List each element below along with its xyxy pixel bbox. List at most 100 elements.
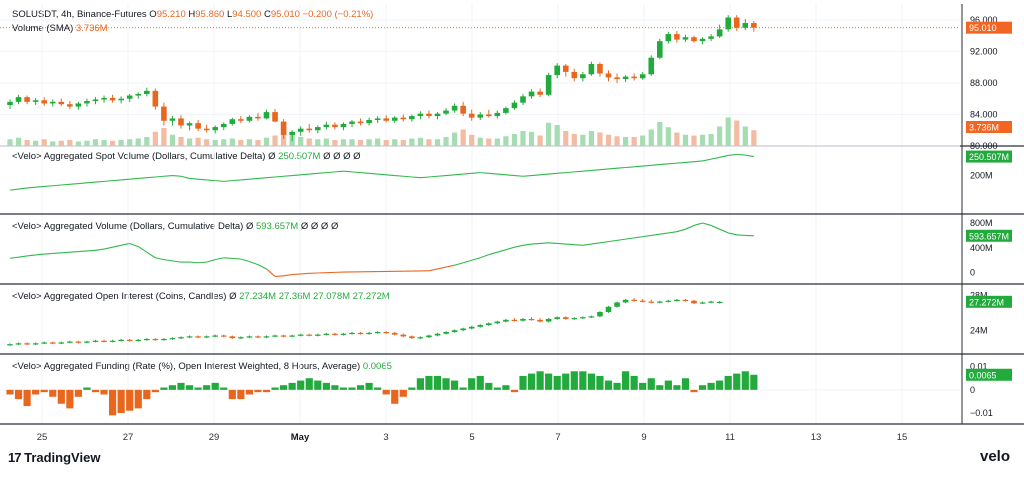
funding-bar [579,371,587,390]
spot-volume-line-segment [676,161,686,164]
volume-bar [212,140,218,146]
oi-candle-body [366,332,372,335]
spot-volume-line-segment [104,180,113,182]
tradingview-logo[interactable]: 17 TradingView [8,450,100,465]
volume-delta-line-segment [454,262,464,266]
candle-body [58,101,65,105]
volume-delta-line-segment [95,248,105,251]
volume-delta-line-segment [557,242,566,245]
funding-title[interactable]: <Velo> Aggregated Funding (Rate (%), Ope… [12,361,361,372]
candle-body [306,128,313,131]
volume-bar [751,130,757,146]
volume-bar [127,139,133,146]
funding-bar [698,385,707,390]
price-legend: SOLUSDT, 4h, Binance-Futures O95.210 H95… [12,9,374,20]
volume-bar [563,131,569,146]
volume-bar [400,140,406,146]
oi-candle-body [272,335,278,337]
volume-bar [323,138,329,146]
volume-delta-line-segment [266,268,276,277]
candle-body [75,103,82,107]
oi-candle-body [49,342,56,344]
funding-bar [280,385,288,390]
volume-delta-line-segment [540,242,549,245]
oi-candle-body [161,338,167,341]
volume-bar [92,139,99,146]
volume-delta-line-segment [249,260,259,266]
volume-delta-line-segment [676,228,686,233]
volume-delta-value: 593.657M [255,221,299,232]
candle-body [460,105,466,114]
volume-bar [640,135,646,146]
oi-candle-body [332,333,338,335]
candle-body [135,93,142,96]
candle-body [639,74,646,79]
x-tick-label: 3 [383,432,388,443]
candle-body [725,17,731,30]
oi-candle-body [340,333,347,335]
oi-candle-body [665,300,672,302]
oi-low: 27.078M [313,291,351,302]
volume-delta-line-segment [206,259,216,263]
open-interest-title[interactable]: <Velo> Aggregated Open Interest (Coins, … [12,291,227,302]
volume-bar [67,140,73,146]
oi-candle-body [280,335,287,337]
volume-bar [588,131,594,146]
volume-bar [357,140,364,146]
volume-bar [434,139,441,146]
funding-bar [100,389,108,395]
candle-body [682,37,689,40]
oi-candle-body [716,301,723,304]
funding-bar [49,389,57,397]
spot-volume-line-segment [266,176,276,179]
funding-bar [220,387,228,390]
volume-bar [221,139,227,146]
candle-body [229,119,236,124]
candle-body [84,101,90,104]
candle-body [622,76,629,79]
spot-volume-line-segment [309,172,318,175]
candle-body [289,131,295,135]
volume-delta-line-segment [121,242,130,246]
oi-candle-body [101,340,107,342]
oi-candle-body [494,321,501,324]
volume-title[interactable]: Volume (SMA) [12,23,74,34]
candle-body [118,98,124,101]
candle-body [477,114,484,118]
candle-body [374,118,381,120]
volume-delta-line-segment [35,253,45,256]
funding-bar [23,389,31,407]
candle-body [691,37,697,42]
funding-bar [613,382,621,390]
candle-body [272,112,278,122]
volume-bar [725,117,731,146]
spot-volume-line-segment [428,175,438,178]
volume-delta-line-segment [462,259,472,264]
funding-bar [6,389,14,395]
funding-bar [647,378,655,390]
oi-candle-body [220,335,227,337]
volume-bar [366,139,372,146]
spot-volume-line-segment [292,174,301,177]
oi-candle-body [409,336,415,339]
funding-bar [254,389,262,393]
funding-bar [476,375,484,390]
spot-volume-title[interactable]: <Velo> Aggregated Spot Volume (Dollars, … [12,151,266,162]
volume-delta-line-segment [232,257,241,260]
funding-bar [741,371,749,390]
spot-volume-line-segment [52,184,62,187]
funding-bar [570,371,578,390]
oi-tick-label: 28M [970,290,988,300]
volume-bar [486,138,492,146]
funding-bar [117,389,125,414]
volume-bar [383,140,389,146]
candle-body [528,91,535,97]
spot-volume-line-segment [240,178,250,181]
x-tick-label: 11 [725,432,735,443]
volume-bar [332,140,338,146]
funding-legend: <Velo> Aggregated Funding (Rate (%), Ope… [12,361,392,372]
symbol-title[interactable]: SOLUSDT, 4h, Binance-Futures [12,9,147,20]
volume-delta-line-segment [283,273,293,277]
candle-body [212,127,218,131]
